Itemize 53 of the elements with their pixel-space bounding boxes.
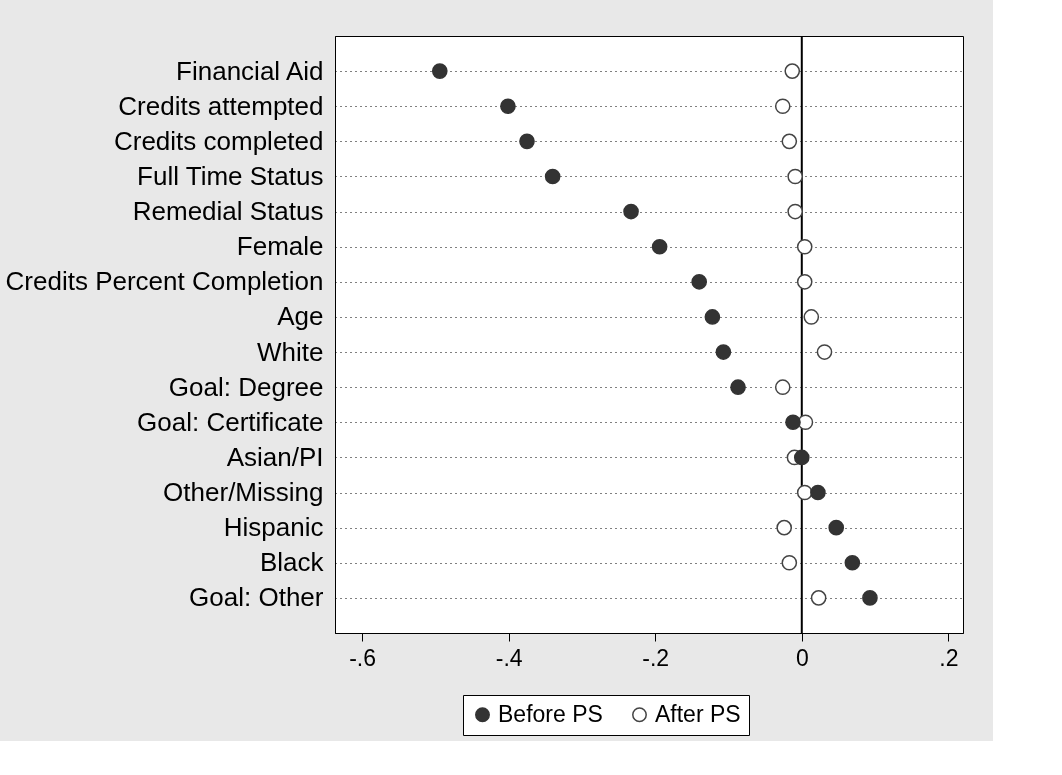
point [651,238,668,255]
point [785,414,801,431]
y-tick-label: Asian/PI [226,441,324,472]
point [844,554,861,571]
point [781,133,798,150]
x-tick-label: -.6 [349,644,377,671]
point [784,63,801,79]
point [787,168,804,185]
y-tick-label: Goal: Degree [168,371,324,402]
point [781,554,798,571]
legend-label: After PS [655,700,741,727]
y-tick-label: Credits Percent Completion [5,266,324,297]
point [500,98,516,115]
point [828,519,845,536]
y-tick-label: Remedial Status [132,196,324,227]
point [816,344,833,360]
point [704,309,721,325]
point [544,168,561,185]
y-tick-label: Black [259,547,325,578]
point [519,133,535,150]
point [810,484,826,501]
point [862,590,878,606]
point [796,274,813,290]
point [691,274,708,290]
point [774,379,791,395]
point [787,203,804,220]
y-tick-label: Credits completed [113,125,324,156]
point [623,203,639,220]
point [796,484,813,501]
x-tick-label: -.4 [495,644,523,671]
point [431,63,448,79]
y-tick-label: Hispanic [223,512,324,543]
y-tick-label: Credits attempted [118,90,324,121]
point [796,238,813,255]
point [774,98,791,115]
point [776,519,793,536]
point [803,309,820,325]
point [810,590,827,606]
x-tick-label: 0 [795,644,809,671]
y-tick-label: White [257,336,324,367]
point [715,344,732,360]
y-tick-label: Other/Missing [163,477,324,508]
y-tick-label: Goal: Certificate [137,406,324,437]
y-tick-label: Age [277,301,324,332]
point [730,379,746,395]
legend-label: Before PS [498,700,603,727]
y-tick-label: Financial Aid [176,55,324,86]
point [793,449,810,466]
y-tick-label: Female [236,231,324,262]
x-tick-label: -.2 [642,644,670,671]
y-tick-label: Full Time Status [137,160,324,191]
y-tick-label: Goal: Other [189,582,324,613]
x-tick-label: .2 [939,644,959,671]
